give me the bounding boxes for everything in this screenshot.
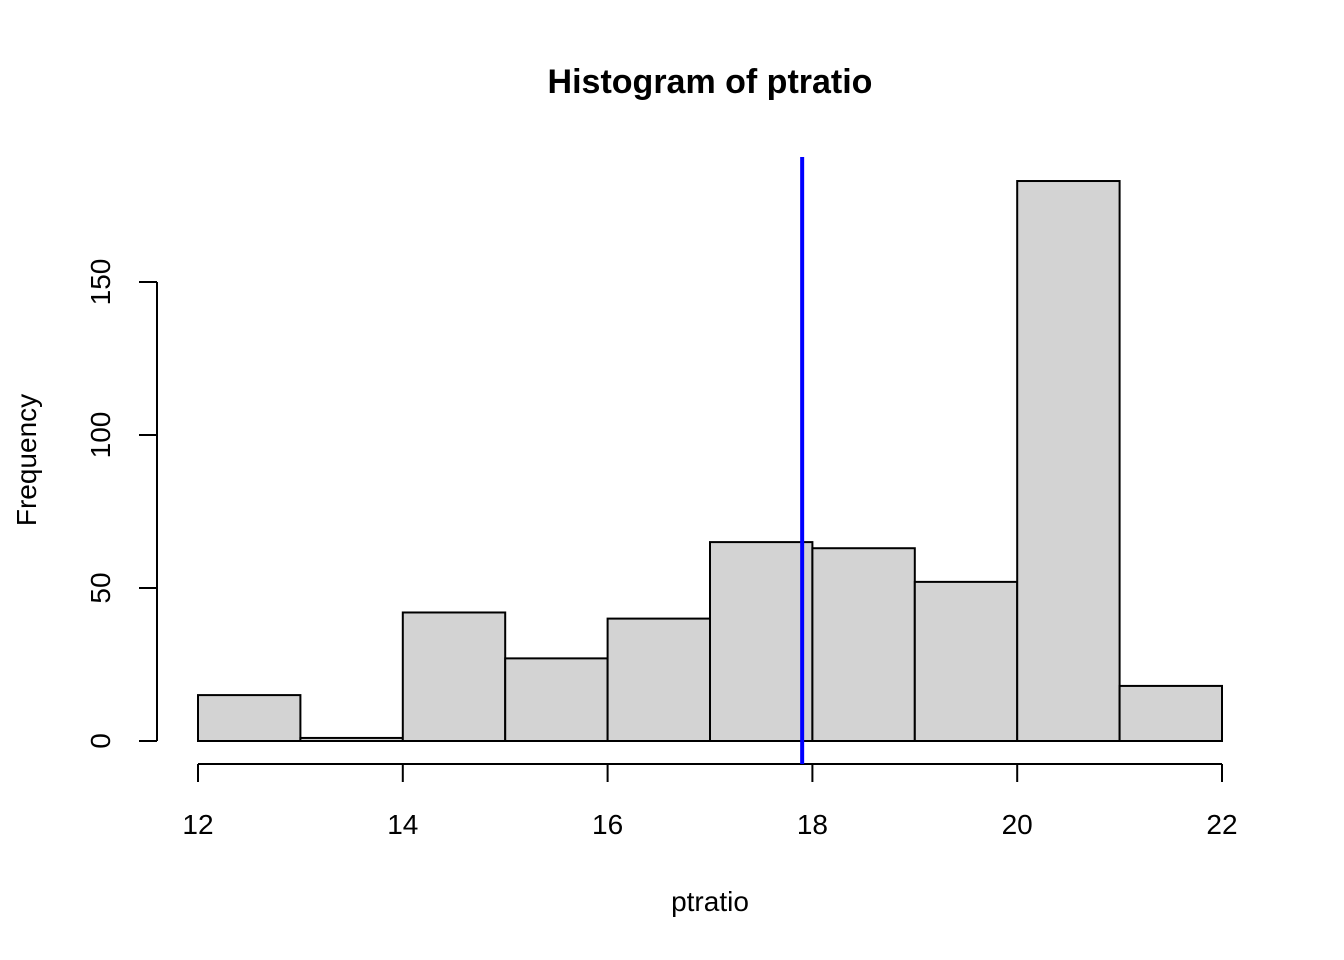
- y-tick-label: 0: [85, 733, 116, 749]
- x-tick-label: 22: [1206, 809, 1237, 840]
- bars-group: [197, 180, 1223, 743]
- x-tick-label: 14: [387, 809, 418, 840]
- histogram-bar: [504, 657, 609, 743]
- histogram-bar: [913, 580, 1019, 742]
- x-tick-label: 20: [1002, 809, 1033, 840]
- y-tick-label: 100: [85, 412, 116, 459]
- histogram-bar: [1016, 180, 1121, 742]
- x-axis: 12 14 16 18 20 22: [182, 763, 1238, 840]
- histogram-bar: [197, 694, 302, 742]
- x-tick-label: 12: [182, 809, 213, 840]
- histogram-bar: [606, 617, 711, 742]
- y-tick-label: 150: [85, 259, 116, 306]
- x-tick-label: 18: [797, 809, 828, 840]
- histogram-bar: [1118, 684, 1223, 742]
- y-tick-label: 50: [85, 572, 116, 603]
- histogram-bar: [811, 547, 916, 742]
- histogram-bar: [709, 541, 814, 742]
- y-axis: 0 50 100 150: [85, 259, 158, 749]
- y-axis-label: Frequency: [11, 394, 42, 526]
- chart-title: Histogram of ptratio: [548, 63, 873, 101]
- histogram-bar: [299, 736, 404, 743]
- x-tick-label: 16: [592, 809, 623, 840]
- x-axis-label: ptratio: [671, 886, 749, 917]
- histogram-bar: [401, 611, 507, 742]
